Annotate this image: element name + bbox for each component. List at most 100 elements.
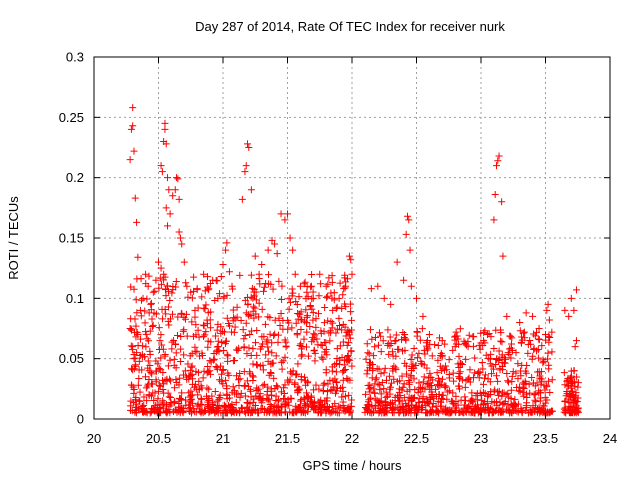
data-point [137,275,145,283]
data-point [481,371,489,379]
data-point [173,408,181,416]
data-point [234,390,242,398]
data-point [344,327,352,335]
data-point [139,408,147,416]
data-point [506,345,514,353]
data-point [469,333,477,341]
data-point [289,367,297,375]
data-point [168,289,176,297]
data-point [173,378,181,386]
data-point [375,365,383,373]
data-point [571,399,579,407]
data-point [186,408,194,416]
data-point [346,300,354,308]
data-point [278,282,286,290]
data-point [222,246,230,254]
data-point [136,388,144,396]
data-point [494,388,502,396]
data-point [138,366,146,374]
data-point [147,299,155,307]
data-point [306,303,314,311]
data-point [336,321,344,329]
data-point [563,390,571,398]
data-point [143,335,151,343]
data-point [156,274,164,282]
data-point [176,374,184,382]
data-point [317,341,325,349]
data-point [419,312,427,320]
data-point [177,396,185,404]
data-point [202,407,210,415]
data-point [400,276,408,284]
data-point [498,407,506,415]
data-point [211,387,219,395]
data-point [222,376,230,384]
data-point [172,349,180,357]
data-point [492,361,500,369]
data-point [477,404,485,412]
data-point [267,391,275,399]
data-point [175,195,183,203]
data-point [183,282,191,290]
data-point [157,280,165,288]
data-point [393,258,401,266]
data-point [528,355,536,363]
data-point [371,389,379,397]
data-point [161,352,169,360]
data-point [347,308,355,316]
data-point [300,280,308,288]
x-tick-label: 22 [345,431,359,446]
x-tick-label: 20.5 [146,431,171,446]
data-point [216,290,224,298]
data-point [253,361,261,369]
data-point [131,194,139,202]
data-point [367,285,375,293]
data-point [345,391,353,399]
data-point [134,341,142,349]
data-point [309,294,317,302]
data-point [419,397,427,405]
data-point [204,343,212,351]
data-point [137,405,145,413]
data-point [282,400,290,408]
data-point [495,356,503,364]
data-point [223,391,231,399]
data-point [493,401,501,409]
data-point [297,352,305,360]
data-point [287,298,295,306]
data-point [434,356,442,364]
data-point [361,404,369,412]
data-point [145,392,153,400]
data-point [563,377,571,385]
data-point [297,396,305,404]
data-point [341,271,349,279]
data-point [254,409,262,417]
data-point [167,394,175,402]
data-point [567,294,575,302]
data-point [213,365,221,373]
data-point [442,362,450,370]
data-point [137,296,145,304]
data-point [311,406,319,414]
data-point [241,392,249,400]
data-point [535,325,543,332]
data-point [206,357,214,365]
data-point [243,377,251,385]
data-point [164,222,172,230]
data-point [321,304,329,312]
data-point [144,282,152,290]
data-point [164,362,172,370]
data-point [481,374,489,382]
data-point [226,322,234,330]
data-point [247,186,255,194]
data-point [200,270,208,278]
data-point [127,325,135,333]
data-point [251,304,259,312]
data-point [544,300,552,308]
data-point [571,343,579,351]
data-point [285,305,293,313]
data-point [528,373,536,381]
data-point [260,380,268,388]
data-point [362,355,370,363]
